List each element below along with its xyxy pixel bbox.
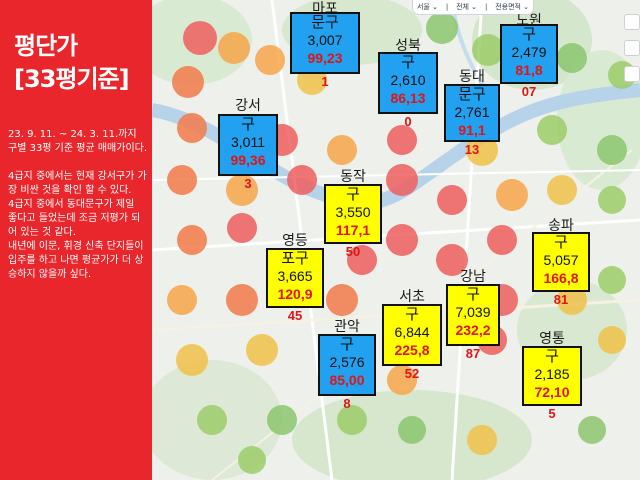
district-name: 강남 [460, 268, 486, 284]
desc-line: 4급지 중에서 동대문구가 제일 [8, 199, 135, 210]
district-value-tail: 50 [345, 244, 361, 259]
region-filter[interactable]: 서울 ⌄ [416, 3, 438, 11]
district-gangseo[interactable]: 강서 구 3,011 99,36 3 [218, 97, 278, 191]
filter-divider: | [445, 3, 449, 11]
district-value-tail: 52 [404, 366, 420, 381]
desc-line: 좋다고 들었는데 조금 저평가 되어 있는 것 같다. [8, 213, 141, 238]
district-value-tail: 13 [464, 142, 480, 157]
district-seongbuk[interactable]: 성북 구 2,610 86,13 0 [378, 37, 438, 129]
district-value-tail: 87 [465, 346, 481, 361]
district-seocho[interactable]: 서초 구 6,844 225,8 52 [382, 288, 442, 381]
district-dongdaemun[interactable]: 동대 문구 2,761 91,1 13 [444, 68, 500, 157]
district-name: 동작 [340, 168, 366, 184]
title-line-1: 평단가 [14, 32, 78, 60]
map-location-button[interactable] [624, 66, 640, 82]
district-gangnam[interactable]: 강남 구 7,039 232,2 87 [446, 268, 500, 361]
district-songpa[interactable]: 송파 구 5,057 166,8 81 [532, 217, 590, 307]
district-name: 성북 [395, 37, 421, 53]
district-yeongdeungpo[interactable]: 영등 포구 3,665 120,9 45 [266, 232, 324, 323]
map-layer-button[interactable] [624, 14, 640, 30]
district-value-tail: 0 [404, 114, 412, 129]
district-yeongtong[interactable]: 영통 구 2,185 72,10 5 [522, 330, 582, 421]
type-filter[interactable]: 전체 ⌄ [456, 3, 478, 11]
district-name: 동대 [459, 68, 485, 84]
district-value-tail: 07 [521, 84, 537, 99]
district-name: 강서 [235, 97, 261, 113]
area-filter[interactable]: 전용면적 ⌄ [495, 3, 530, 11]
district-name: 송파 [548, 217, 574, 233]
desc-line: 내년에 이문, 휘경 신축 단지들이 입주를 하고 나면 평균가가 더 상승하지… [8, 241, 144, 280]
filter-divider: | [484, 3, 488, 11]
map-filter-bar[interactable]: 서울 ⌄ | 전체 ⌄ | 전용면적 ⌄ [412, 0, 534, 15]
district-gwanak[interactable]: 관악 구 2,576 85,00 8 [318, 318, 376, 411]
title-line-2: [33평기준] [14, 65, 130, 93]
district-mapo[interactable]: 마포 문구 3,007 99,23 1 [290, 0, 360, 89]
district-value-tail: 1 [321, 74, 329, 89]
district-value-tail: 5 [548, 406, 556, 421]
district-name: 관악 [334, 318, 360, 334]
sidebar-panel: 평단가 [33평기준] 23. 9. 11. ~ 24. 3. 11.까지 구별… [0, 0, 152, 480]
district-value-tail: 8 [343, 396, 351, 411]
district-value-tail: 3 [244, 176, 252, 191]
district-name: 영통 [539, 330, 565, 346]
district-name: 영등 [282, 232, 308, 248]
district-dongjak[interactable]: 동작 구 3,550 117,1 50 [324, 168, 382, 259]
desc-line: 구별 33평 기준 평균 매매가이다. [8, 143, 148, 154]
desc-line: 4급지 중에서는 현재 강서구가 가장 비싼 것을 확인 할 수 있다. [8, 171, 147, 196]
district-name: 서초 [399, 288, 425, 304]
map-zoom-button[interactable] [624, 40, 640, 56]
district-value-tail: 81 [553, 292, 569, 307]
desc-line: 23. 9. 11. ~ 24. 3. 11.까지 [8, 129, 137, 140]
map-area[interactable]: 서울 ⌄ | 전체 ⌄ | 전용면적 ⌄ 마포 문구 3,007 99,23 1 성… [152, 0, 640, 480]
district-value-tail: 45 [287, 308, 303, 323]
sidebar-title: 평단가 [33평기준] [14, 30, 150, 96]
sidebar-description: 23. 9. 11. ~ 24. 3. 11.까지 구별 33평 기준 평균 매… [8, 128, 148, 282]
district-nowon[interactable]: 노원 구 2,479 81,8 07 [500, 12, 558, 99]
